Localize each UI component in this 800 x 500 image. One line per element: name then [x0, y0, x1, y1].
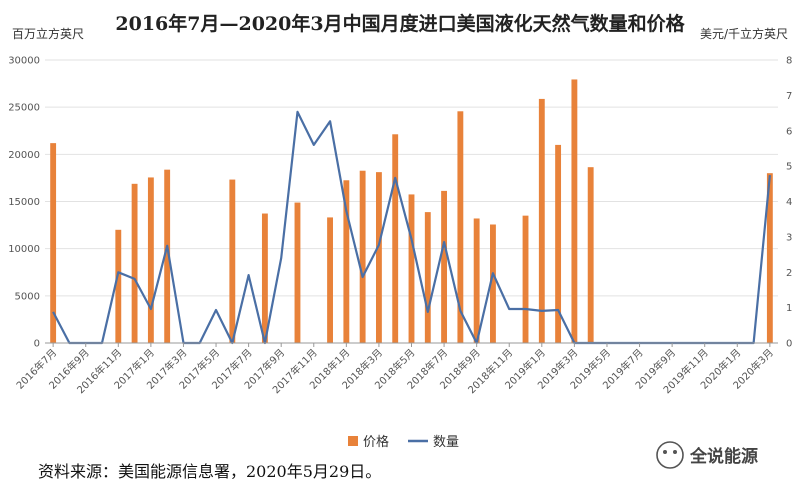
price-bar [392, 134, 399, 343]
left-axis-ticks: 0 5000 10000 15000 20000 25000 30000 [8, 56, 40, 350]
price-bar [294, 202, 301, 343]
left-tick-label: 25000 [8, 103, 40, 114]
wechat-icon-eye-right [673, 450, 677, 454]
watermark: 全说能源 [656, 441, 758, 469]
watermark-text: 全说能源 [689, 446, 758, 467]
price-bar [359, 170, 366, 343]
left-tick-label: 15000 [8, 197, 40, 208]
left-tick-label: 5000 [15, 291, 40, 302]
wechat-icon [656, 441, 684, 469]
price-bar [115, 229, 122, 343]
price-bar [261, 213, 268, 343]
price-bar [473, 218, 480, 343]
left-tick-label: 0 [34, 339, 40, 350]
price-bar [327, 217, 333, 343]
price-bar [343, 180, 350, 343]
price-bar [441, 190, 448, 343]
right-tick-label: 1 [786, 303, 792, 314]
right-tick-label: 5 [786, 162, 792, 173]
price-bar [229, 179, 236, 343]
price-bar [538, 98, 545, 343]
price-bar [587, 167, 594, 343]
price-bar [50, 143, 57, 343]
left-tick-label: 30000 [8, 56, 40, 67]
left-axis-unit: 百万立方英尺 [12, 26, 84, 41]
price-bar [424, 212, 431, 343]
price-bar [571, 79, 578, 344]
right-tick-label: 4 [786, 197, 792, 208]
right-tick-label: 2 [786, 268, 792, 279]
wechat-icon-eye-left [663, 450, 667, 454]
legend-price-swatch [348, 436, 358, 446]
price-bar [164, 169, 171, 343]
price-bars [50, 79, 773, 344]
price-bar [147, 177, 154, 343]
price-bar [766, 173, 773, 343]
x-axis-ticks: 2016年7月2016年9月2016年11月2017年1月2017年3月2017… [13, 343, 776, 396]
price-bar [555, 144, 562, 343]
source-note: 资料来源：美国能源信息署，2020年5月29日。 [38, 462, 381, 481]
left-tick-label: 10000 [8, 244, 40, 255]
price-bar [490, 224, 496, 343]
price-bar [408, 194, 415, 343]
right-tick-label: 8 [786, 56, 792, 67]
price-bar [131, 183, 138, 343]
legend-quantity-label: 数量 [433, 435, 459, 450]
right-tick-label: 3 [786, 232, 792, 243]
chart-title: 2016年7月—2020年3月中国月度进口美国液化天然气数量和价格 [115, 12, 685, 35]
right-tick-label: 0 [786, 339, 792, 350]
price-bar [375, 172, 382, 343]
price-bar [522, 215, 529, 343]
right-axis-unit: 美元/千立方英尺 [700, 26, 788, 41]
legend: 价格 数量 [348, 434, 459, 450]
right-axis-ticks: 0 1 2 3 4 5 6 7 8 [786, 56, 792, 350]
right-tick-label: 7 [786, 91, 792, 102]
left-tick-label: 20000 [8, 150, 40, 161]
legend-price-label: 价格 [363, 434, 389, 450]
price-bar [457, 111, 464, 343]
right-tick-label: 6 [786, 126, 792, 137]
